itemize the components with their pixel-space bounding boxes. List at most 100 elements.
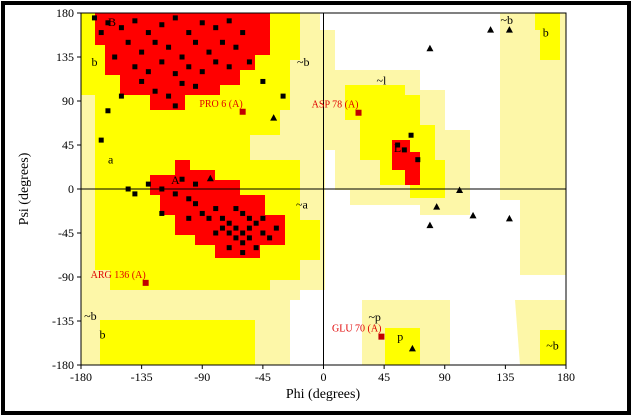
point <box>226 220 232 226</box>
point <box>246 235 252 241</box>
point <box>91 15 97 21</box>
point <box>105 108 111 114</box>
point <box>219 39 225 45</box>
point <box>267 235 273 241</box>
point <box>426 44 434 52</box>
x-tick-label: 135 <box>496 370 514 384</box>
y-tick-label: 90 <box>62 94 74 108</box>
outlier-label: GLU 70 (A) <box>332 324 381 335</box>
region-label: ~b <box>500 13 513 27</box>
y-tick-label: 135 <box>56 50 74 64</box>
point <box>240 30 246 36</box>
point <box>186 196 192 202</box>
point <box>172 103 178 109</box>
x-tick-label: 90 <box>439 370 451 384</box>
point <box>469 211 477 219</box>
point <box>233 235 239 241</box>
point <box>226 230 232 236</box>
y-tick-label: -135 <box>52 314 74 328</box>
region-label: ~l <box>377 73 387 87</box>
outlier-point <box>378 333 385 340</box>
point <box>139 49 145 55</box>
point <box>186 30 192 36</box>
point <box>219 225 225 231</box>
outlier-point <box>355 109 362 116</box>
point <box>118 93 124 99</box>
y-tick-label: -180 <box>52 358 74 372</box>
point <box>118 25 124 31</box>
region-label: ~p <box>368 310 381 324</box>
point <box>159 22 165 28</box>
y-tick-label: -45 <box>58 226 74 240</box>
point <box>253 220 259 226</box>
point <box>505 26 513 33</box>
point <box>125 39 131 45</box>
y-tick-label: 45 <box>62 138 74 152</box>
region-label: A <box>171 173 180 187</box>
region-label: ~a <box>296 198 308 212</box>
point <box>206 174 214 182</box>
point <box>260 230 266 236</box>
point <box>233 206 239 212</box>
outlier-point <box>142 279 149 286</box>
point <box>213 230 219 236</box>
point <box>172 71 178 77</box>
x-tick-label: 180 <box>557 370 575 384</box>
region-label: b <box>543 26 549 40</box>
point <box>240 210 246 216</box>
y-axis-title: Psi (degrees) <box>17 152 32 225</box>
point <box>408 132 414 138</box>
point <box>395 142 401 148</box>
point <box>219 215 225 221</box>
point <box>159 186 165 192</box>
point <box>415 157 421 163</box>
point <box>273 225 279 231</box>
x-tick-label: -180 <box>70 370 92 384</box>
regions <box>81 13 566 365</box>
point <box>159 59 165 65</box>
region-label: ~b <box>297 55 310 69</box>
region-label: b <box>91 55 97 69</box>
point <box>132 18 138 24</box>
point <box>186 215 192 221</box>
point <box>260 215 266 221</box>
point <box>433 203 441 210</box>
point <box>401 147 407 153</box>
point <box>172 191 178 197</box>
point <box>125 186 131 192</box>
point <box>199 210 205 216</box>
point <box>456 186 464 193</box>
region-label: p <box>397 330 403 344</box>
point <box>487 26 495 33</box>
point <box>199 20 205 26</box>
x-tick-label: -135 <box>131 370 153 384</box>
point <box>199 69 205 75</box>
point <box>246 225 252 231</box>
x-tick-label: -45 <box>255 370 271 384</box>
outlier-label: ARG 136 (A) <box>91 270 146 281</box>
point <box>206 215 212 221</box>
point <box>152 39 158 45</box>
point <box>166 93 172 99</box>
point <box>172 15 178 21</box>
point <box>179 54 185 60</box>
point <box>132 64 138 70</box>
point <box>179 80 185 86</box>
x-tick-label: 45 <box>378 370 390 384</box>
point <box>193 39 199 45</box>
point <box>213 25 219 31</box>
point <box>426 221 434 229</box>
point <box>280 93 286 99</box>
point <box>98 137 104 143</box>
point <box>240 230 246 236</box>
point <box>166 44 172 50</box>
outlier-label: PRO 6 (A) <box>199 99 242 110</box>
point <box>145 69 151 75</box>
point <box>240 250 246 256</box>
point <box>98 30 104 36</box>
region-label: B <box>108 15 116 29</box>
point <box>233 44 239 50</box>
x-tick-label: 0 <box>321 370 327 384</box>
point <box>233 225 239 231</box>
